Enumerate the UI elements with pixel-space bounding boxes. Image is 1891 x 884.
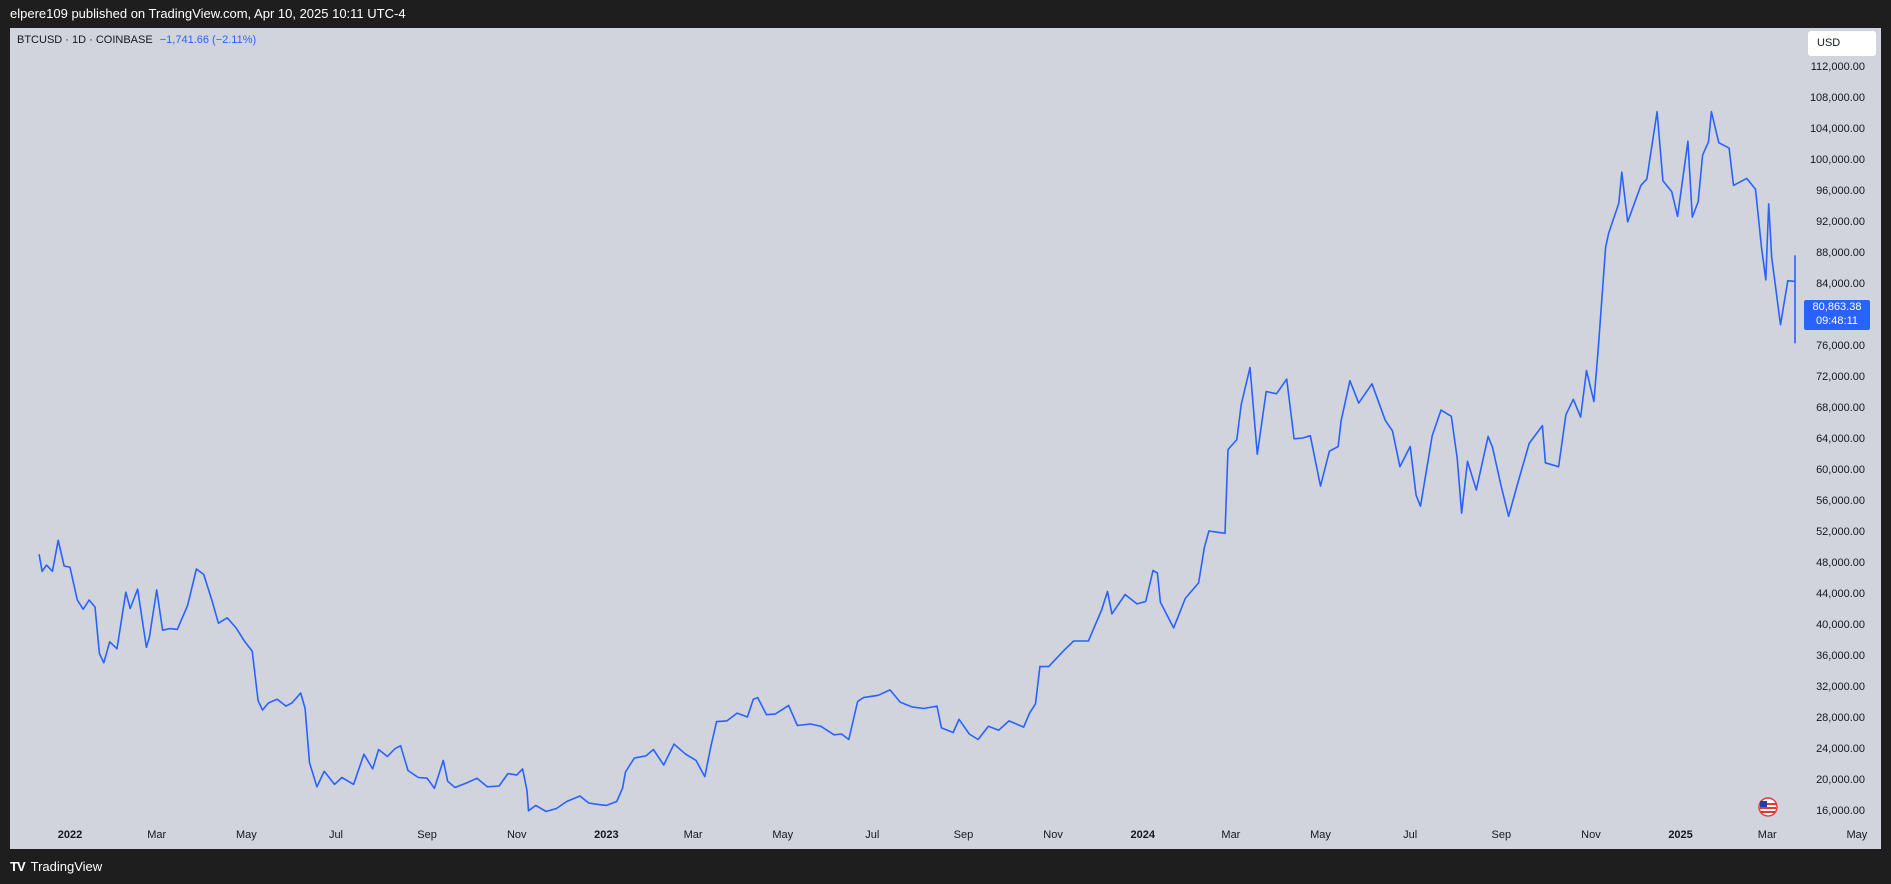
y-tick-label: 84,000.00 [1816,278,1865,290]
y-tick-label: 20,000.00 [1816,774,1865,786]
x-tick-label: 2022 [58,829,82,841]
y-tick-label: 108,000.00 [1810,92,1865,104]
x-tick-label: Mar [684,829,703,841]
y-tick-label: 96,000.00 [1816,185,1865,197]
y-tick-label: 76,000.00 [1816,340,1865,352]
y-tick-label: 64,000.00 [1816,433,1865,445]
x-tick-label: 2023 [594,829,618,841]
brand[interactable]: TV TradingView [10,849,102,884]
x-tick-label: Nov [1043,829,1063,841]
x-tick-label: 2025 [1668,829,1692,841]
price-change: −1,741.66 (−2.11%) [159,34,257,46]
y-tick-label: 100,000.00 [1810,154,1865,166]
x-tick-label: Jul [1403,829,1417,841]
x-tick-label: May [772,829,793,841]
bar-countdown: 09:48:11 [1815,315,1858,327]
footer-bar: TV TradingView [0,849,1891,884]
y-tick-label: 52,000.00 [1816,526,1865,538]
y-tick-label: 56,000.00 [1816,495,1865,507]
y-tick-label: 40,000.00 [1816,619,1865,631]
x-tick-label: Sep [417,829,437,841]
x-tick-label: Mar [147,829,166,841]
publisher-text: elpere109 published on TradingView.com, … [10,6,406,21]
time-axis[interactable]: 2022 Mar May Jul Sep Nov 2023 Mar May Jul Sep Nov 20… [58,829,1868,841]
price-series-line [38,110,1796,813]
publisher-bar: elpere109 published on TradingView.com, … [0,0,1891,28]
x-tick-label: Jul [329,829,343,841]
y-tick-label: 28,000.00 [1816,712,1865,724]
currency-button[interactable]: USD [1808,31,1876,56]
x-tick-label: Jul [865,829,879,841]
y-tick-label: 24,000.00 [1816,743,1865,755]
x-tick-label: 2024 [1130,829,1155,841]
symbol-legend: BTCUSD · 1D · COINBASE −1,741.66 (−2.11%… [17,34,256,46]
y-tick-label: 72,000.00 [1816,371,1865,383]
symbol-name: BTCUSD · 1D · COINBASE [17,34,153,46]
brand-name: TradingView [30,859,103,874]
last-price-badge: 80,863.38 09:48:11 [1804,300,1870,330]
last-price: 80,863.38 [1812,301,1862,313]
y-tick-label: 16,000.00 [1816,805,1865,817]
y-tick-label: 32,000.00 [1816,681,1865,693]
y-tick-label: 112,000.00 [1811,61,1865,73]
tradingview-logo-icon: TV [10,859,26,874]
y-tick-label: 48,000.00 [1816,557,1865,569]
x-tick-label: Nov [507,829,527,841]
y-tick-label: 92,000.00 [1816,216,1865,228]
x-tick-label: Sep [954,829,974,841]
x-tick-label: May [236,829,257,841]
y-tick-label: 68,000.00 [1816,402,1865,414]
x-tick-label: Sep [1491,829,1511,841]
chart-frame [10,28,1881,849]
x-tick-label: May [1847,829,1868,841]
y-tick-label: 60,000.00 [1816,464,1865,476]
x-tick-label: May [1310,829,1331,841]
y-tick-label: 36,000.00 [1816,650,1865,662]
x-tick-label: Nov [1581,829,1601,841]
price-axis[interactable]: 16,000.00 20,000.00 24,000.00 28,000.00 32,0… [1810,61,1865,817]
y-tick-label: 88,000.00 [1816,247,1865,259]
y-tick-label: 104,000.00 [1810,123,1865,135]
y-tick-label: 44,000.00 [1816,588,1865,600]
x-tick-label: Mar [1221,829,1240,841]
x-tick-label: Mar [1758,829,1777,841]
us-flag-icon[interactable] [1756,797,1780,817]
